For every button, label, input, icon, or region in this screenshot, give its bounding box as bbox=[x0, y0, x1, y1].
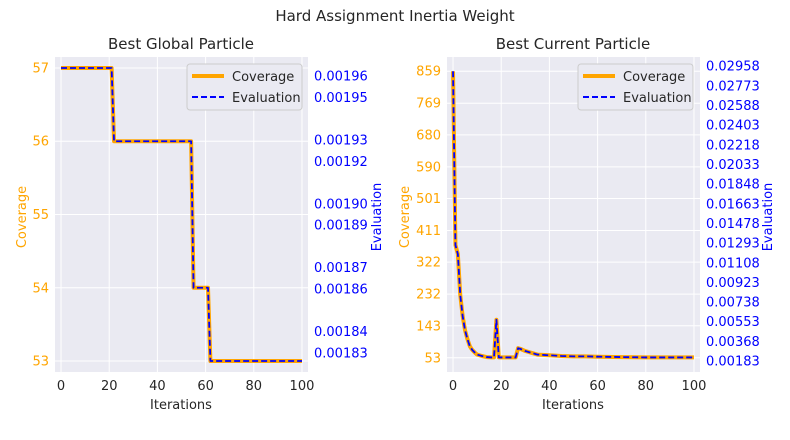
y-right-tick-label: 0.00184 bbox=[314, 325, 368, 340]
y-right-tick-label: 0.00553 bbox=[706, 315, 760, 330]
series-line-evaluation bbox=[61, 67, 302, 362]
y-right-tick-label: 0.01848 bbox=[706, 178, 760, 193]
y-axis-left-label: Coverage bbox=[15, 186, 30, 248]
x-tick-label: 20 bbox=[493, 379, 510, 394]
y-right-tick-label: 0.01478 bbox=[706, 217, 760, 232]
y-right-tick-label: 0.01663 bbox=[706, 197, 760, 212]
chart-panel-best-current-particle: 0 20 40 60 80 100 53 143 232 322 411 501 590 680 769 8… bbox=[398, 35, 776, 413]
y-left-tick-label: 57 bbox=[32, 61, 49, 76]
y-left-tick-label: 322 bbox=[416, 256, 441, 271]
y-right-tick-label: 0.02588 bbox=[706, 99, 760, 114]
y-right-tick-label: 0.00923 bbox=[706, 276, 760, 291]
legend-label-coverage: Coverage bbox=[623, 70, 685, 85]
x-tick-label: 40 bbox=[149, 379, 166, 394]
y-right-tick-label: 0.00183 bbox=[706, 355, 760, 370]
y-left-tick-labels: 53 54 55 56 57 bbox=[32, 61, 49, 369]
y-right-tick-label: 0.00186 bbox=[314, 282, 368, 297]
x-tick-label: 0 bbox=[57, 379, 65, 394]
x-axis-label: Iterations bbox=[150, 398, 212, 413]
y-left-tick-label: 232 bbox=[416, 288, 441, 303]
y-right-tick-label: 0.01293 bbox=[706, 237, 760, 252]
y-right-tick-label: 0.00190 bbox=[314, 197, 368, 212]
y-left-tick-label: 411 bbox=[416, 224, 441, 239]
chart-title: Best Global Particle bbox=[108, 35, 254, 53]
y-left-tick-label: 590 bbox=[416, 160, 441, 175]
y-axis-right-label: Evaluation bbox=[370, 183, 385, 252]
y-left-tick-label: 53 bbox=[424, 351, 441, 366]
x-tick-label: 0 bbox=[449, 379, 457, 394]
x-axis-label: Iterations bbox=[542, 398, 604, 413]
legend: Coverage Evaluation bbox=[577, 63, 694, 111]
series-line-evaluation bbox=[452, 71, 694, 359]
y-right-tick-labels: 0.00183 0.00184 0.00186 0.00187 0.00189 0.001… bbox=[314, 70, 368, 362]
y-right-tick-label: 0.02033 bbox=[706, 158, 760, 173]
y-left-tick-labels: 53 143 232 322 411 501 590 680 769 859 bbox=[416, 65, 441, 367]
legend-label-evaluation: Evaluation bbox=[232, 91, 301, 106]
y-left-tick-label: 53 bbox=[32, 355, 49, 370]
x-tick-label: 100 bbox=[682, 379, 707, 394]
legend-label-coverage: Coverage bbox=[232, 70, 294, 85]
x-tick-labels: 0 20 40 60 80 100 bbox=[57, 379, 315, 394]
y-left-tick-label: 54 bbox=[32, 281, 49, 296]
x-tick-label: 80 bbox=[638, 379, 655, 394]
x-tick-label: 40 bbox=[541, 379, 558, 394]
y-left-tick-label: 769 bbox=[416, 97, 441, 112]
legend: Coverage Evaluation bbox=[186, 63, 303, 111]
y-right-tick-label: 0.01108 bbox=[706, 256, 760, 271]
y-right-tick-label: 0.02403 bbox=[706, 119, 760, 134]
figure-title: Hard Assignment Inertia Weight bbox=[275, 7, 514, 25]
x-tick-label: 80 bbox=[246, 379, 263, 394]
chart-title: Best Current Particle bbox=[496, 35, 651, 53]
series-layer bbox=[451, 71, 694, 360]
x-tick-label: 100 bbox=[290, 379, 315, 394]
y-right-tick-labels: 0.00183 0.00368 0.00553 0.00738 0.00923 0.011… bbox=[706, 60, 760, 370]
y-axis-left-label: Coverage bbox=[398, 186, 413, 248]
y-right-tick-label: 0.00195 bbox=[314, 91, 368, 106]
y-left-tick-label: 143 bbox=[416, 319, 441, 334]
y-right-tick-label: 0.00189 bbox=[314, 219, 368, 234]
x-tick-label: 60 bbox=[197, 379, 214, 394]
y-left-tick-label: 501 bbox=[416, 192, 441, 207]
y-left-tick-label: 859 bbox=[416, 65, 441, 80]
series-layer bbox=[61, 65, 302, 364]
y-right-tick-label: 0.00368 bbox=[706, 335, 760, 350]
x-tick-label: 20 bbox=[101, 379, 118, 394]
y-left-tick-label: 56 bbox=[32, 135, 49, 150]
y-right-tick-label: 0.00193 bbox=[314, 134, 368, 149]
x-tick-labels: 0 20 40 60 80 100 bbox=[449, 379, 707, 394]
y-right-tick-label: 0.02773 bbox=[706, 79, 760, 94]
y-right-tick-label: 0.00192 bbox=[314, 155, 368, 170]
y-right-tick-label: 0.02958 bbox=[706, 60, 760, 75]
y-left-tick-label: 680 bbox=[416, 128, 441, 143]
y-right-tick-label: 0.02218 bbox=[706, 138, 760, 153]
legend-label-evaluation: Evaluation bbox=[623, 91, 692, 106]
y-left-tick-label: 55 bbox=[32, 208, 49, 223]
x-tick-label: 60 bbox=[589, 379, 606, 394]
y-right-tick-label: 0.00183 bbox=[314, 346, 368, 361]
y-axis-right-label: Evaluation bbox=[761, 183, 776, 252]
y-right-tick-label: 0.00196 bbox=[314, 70, 368, 85]
y-right-tick-label: 0.00187 bbox=[314, 261, 368, 276]
y-right-tick-label: 0.00738 bbox=[706, 296, 760, 311]
